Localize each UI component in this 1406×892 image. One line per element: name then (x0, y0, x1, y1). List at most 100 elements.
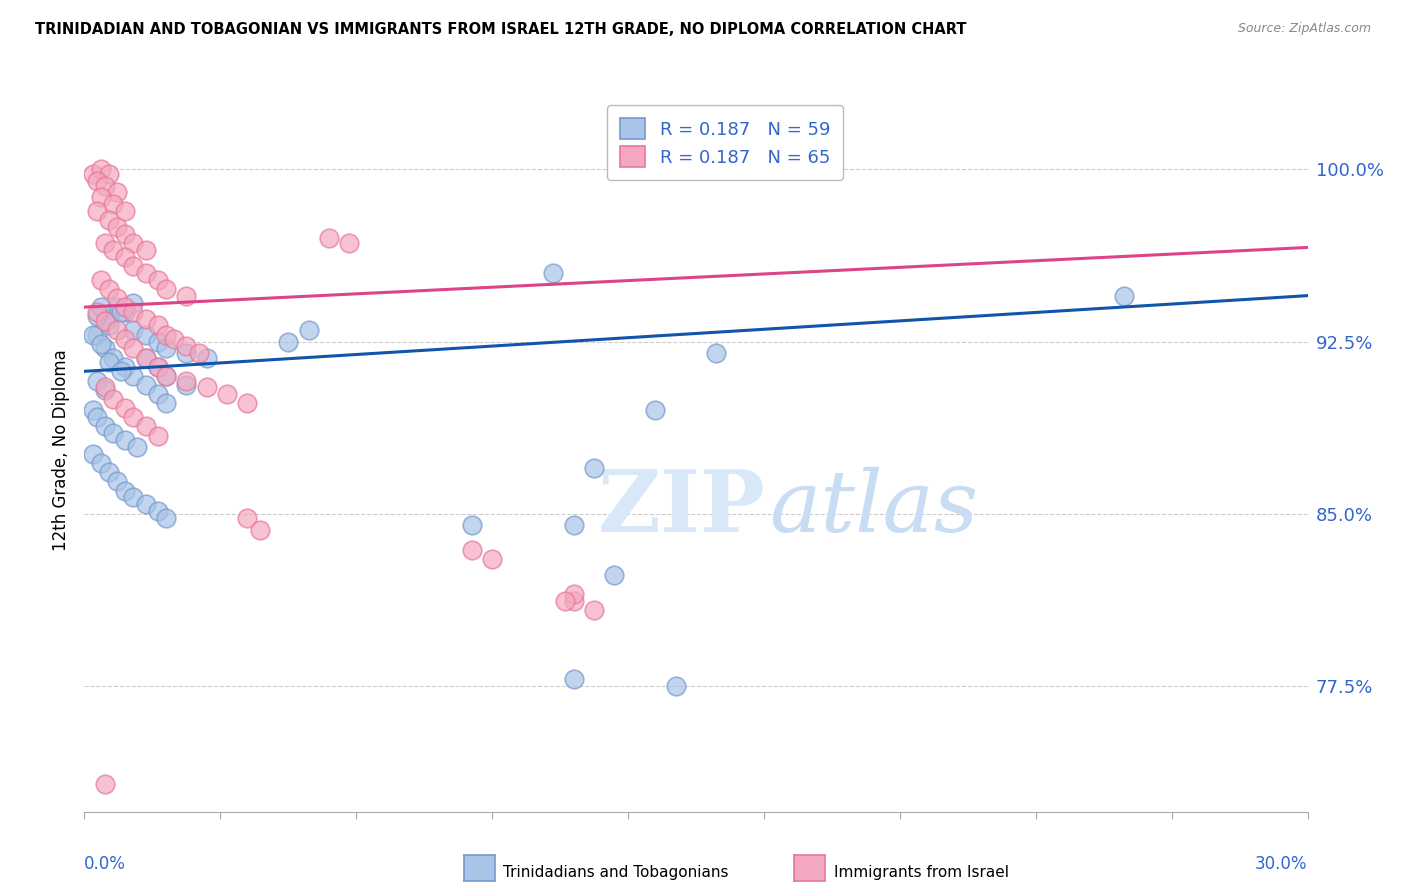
Point (93, 235, 117, 250)
Point (176, 346, 198, 360)
Point (298, 323, 321, 337)
Point (105, 300, 128, 314)
Legend: R = 0.187   N = 59, R = 0.187   N = 65: R = 0.187 N = 59, R = 0.187 N = 65 (607, 105, 842, 179)
Point (86, 203, 108, 218)
Point (461, 543, 484, 558)
Text: 0.0%: 0.0% (84, 855, 127, 873)
Point (97, 282, 120, 296)
Point (114, 359, 136, 374)
Text: 30.0%: 30.0% (1256, 855, 1308, 873)
Point (90, 300, 112, 314)
Point (114, 332, 136, 346)
Point (105, 291, 128, 305)
Point (583, 603, 606, 617)
Point (155, 368, 177, 383)
Point (93, 342, 117, 356)
Point (86, 374, 108, 388)
Point (644, 403, 666, 417)
Point (114, 203, 136, 218)
Point (114, 433, 136, 447)
Point (90, 456, 112, 470)
Point (122, 259, 145, 273)
Point (543, 266, 565, 280)
Point (146, 428, 169, 442)
Point (93, 383, 117, 397)
Point (562, 593, 585, 607)
Point (236, 511, 259, 525)
Point (135, 351, 157, 365)
Point (122, 410, 145, 425)
Point (155, 368, 177, 383)
Point (155, 511, 177, 525)
Point (97, 213, 120, 227)
Point (122, 304, 145, 318)
Point (97, 318, 120, 333)
Point (562, 587, 585, 601)
Point (122, 368, 145, 383)
Point (122, 295, 145, 310)
Point (90, 162, 112, 177)
Point (187, 346, 209, 360)
Point (82, 403, 104, 417)
Point (1114, 288, 1136, 302)
Point (481, 552, 503, 566)
Point (122, 491, 145, 505)
Point (135, 266, 157, 280)
Point (135, 378, 157, 392)
Point (90, 272, 112, 286)
Point (146, 359, 169, 374)
Point (146, 387, 169, 401)
Point (82, 167, 104, 181)
Point (101, 351, 124, 365)
Point (86, 410, 108, 425)
Point (665, 679, 688, 693)
Point (562, 518, 585, 533)
Point (603, 568, 626, 582)
Point (114, 401, 136, 415)
Point (114, 304, 136, 318)
Point (90, 190, 112, 204)
Point (93, 777, 117, 791)
Text: TRINIDADIAN AND TOBAGONIAN VS IMMIGRANTS FROM ISRAEL 12TH GRADE, NO DIPLOMA CORR: TRINIDADIAN AND TOBAGONIAN VS IMMIGRANTS… (35, 22, 967, 37)
Point (122, 342, 145, 356)
Point (146, 359, 169, 374)
Point (122, 235, 145, 250)
Point (105, 219, 128, 234)
Point (105, 323, 128, 337)
Point (97, 167, 120, 181)
Point (105, 186, 128, 200)
Point (155, 327, 177, 342)
Point (176, 339, 198, 353)
Point (101, 392, 124, 406)
Point (101, 243, 124, 257)
Point (101, 426, 124, 441)
Point (97, 355, 120, 369)
Point (176, 288, 198, 302)
Point (146, 334, 169, 349)
Point (583, 460, 606, 475)
Point (339, 235, 361, 250)
Point (249, 523, 271, 537)
Point (135, 497, 157, 511)
Point (114, 250, 136, 264)
Text: atlas: atlas (769, 467, 979, 549)
Point (146, 504, 169, 518)
Point (562, 672, 585, 686)
Point (135, 351, 157, 365)
Point (155, 342, 177, 356)
Point (146, 318, 169, 333)
Text: Source: ZipAtlas.com: Source: ZipAtlas.com (1237, 22, 1371, 36)
Point (135, 419, 157, 434)
Point (146, 272, 169, 286)
Point (93, 419, 117, 434)
Point (101, 197, 124, 211)
Point (110, 364, 132, 378)
Point (318, 231, 340, 245)
Point (93, 314, 117, 328)
Point (93, 380, 117, 394)
Point (135, 243, 157, 257)
Point (155, 282, 177, 296)
Point (105, 475, 128, 489)
Point (127, 440, 149, 454)
Point (82, 327, 104, 342)
